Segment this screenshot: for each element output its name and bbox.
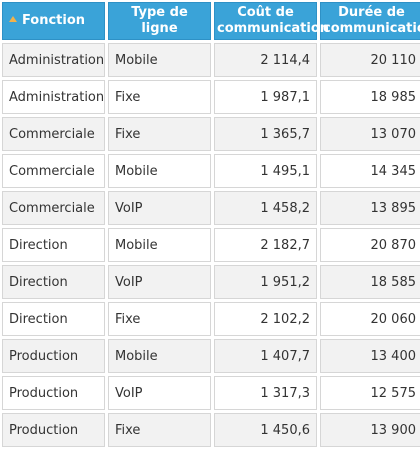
- cell-duree: 13 895: [320, 191, 420, 225]
- cell-fonction: Production: [2, 413, 105, 447]
- cell-duree: 12 575: [320, 376, 420, 410]
- table-row[interactable]: Production Fixe 1 450,6 13 900: [2, 413, 420, 447]
- column-header-label: Coût de communication: [217, 5, 330, 36]
- table-row[interactable]: Commerciale Mobile 1 495,1 14 345: [2, 154, 420, 188]
- table-row[interactable]: Direction VoIP 1 951,2 18 585: [2, 265, 420, 299]
- cell-fonction: Direction: [2, 302, 105, 336]
- cell-fonction: Commerciale: [2, 191, 105, 225]
- table-row[interactable]: Production VoIP 1 317,3 12 575: [2, 376, 420, 410]
- cell-cout: 1 987,1: [214, 80, 317, 114]
- cell-fonction: Direction: [2, 228, 105, 262]
- table-row[interactable]: Administration Fixe 1 987,1 18 985: [2, 80, 420, 114]
- cell-type: VoIP: [108, 265, 211, 299]
- cell-type: Mobile: [108, 339, 211, 373]
- column-header-fonction[interactable]: Fonction: [2, 2, 105, 40]
- cell-cout: 1 495,1: [214, 154, 317, 188]
- cell-type: Mobile: [108, 154, 211, 188]
- table-row[interactable]: Administration Mobile 2 114,4 20 110: [2, 43, 420, 77]
- cell-type: Fixe: [108, 302, 211, 336]
- table-row[interactable]: Direction Mobile 2 182,7 20 870: [2, 228, 420, 262]
- column-header-label: Type de ligne: [131, 5, 188, 36]
- table-row[interactable]: Commerciale Fixe 1 365,7 13 070: [2, 117, 420, 151]
- cell-duree: 13 400: [320, 339, 420, 373]
- cell-cout: 1 458,2: [214, 191, 317, 225]
- cell-cout: 1 450,6: [214, 413, 317, 447]
- cell-type: Fixe: [108, 117, 211, 151]
- table-row[interactable]: Production Mobile 1 407,7 13 400: [2, 339, 420, 373]
- cell-cout: 1 951,2: [214, 265, 317, 299]
- cell-cout: 2 182,7: [214, 228, 317, 262]
- cell-type: Fixe: [108, 413, 211, 447]
- table-row[interactable]: Direction Fixe 2 102,2 20 060: [2, 302, 420, 336]
- cell-duree: 20 110: [320, 43, 420, 77]
- cell-cout: 1 365,7: [214, 117, 317, 151]
- table-body: Administration Mobile 2 114,4 20 110 Adminis…: [2, 43, 420, 447]
- cell-duree: 13 070: [320, 117, 420, 151]
- cell-fonction: Commerciale: [2, 154, 105, 188]
- cell-fonction: Administration: [2, 80, 105, 114]
- cell-duree: 20 060: [320, 302, 420, 336]
- cell-type: Mobile: [108, 228, 211, 262]
- column-header-type[interactable]: Type de ligne: [108, 2, 211, 40]
- sort-ascending-icon: [9, 16, 17, 22]
- header-row: Fonction Type de ligne Coût de communica…: [2, 2, 420, 40]
- cell-fonction: Commerciale: [2, 117, 105, 151]
- cell-type: VoIP: [108, 376, 211, 410]
- table-row[interactable]: Commerciale VoIP 1 458,2 13 895: [2, 191, 420, 225]
- cell-cout: 1 317,3: [214, 376, 317, 410]
- cell-duree: 18 985: [320, 80, 420, 114]
- cell-duree: 18 585: [320, 265, 420, 299]
- column-header-duree[interactable]: Durée de communication: [320, 2, 420, 40]
- cell-duree: 13 900: [320, 413, 420, 447]
- cell-cout: 2 114,4: [214, 43, 317, 77]
- cell-duree: 14 345: [320, 154, 420, 188]
- cell-type: Fixe: [108, 80, 211, 114]
- column-header-cout[interactable]: Coût de communication: [214, 2, 329, 40]
- cell-fonction: Production: [2, 376, 105, 410]
- cell-duree: 20 870: [320, 228, 420, 262]
- column-header-label: Durée de communication: [323, 5, 420, 36]
- column-header-label: Fonction: [21, 13, 86, 28]
- cell-fonction: Direction: [2, 265, 105, 299]
- cell-fonction: Production: [2, 339, 105, 373]
- cell-cout: 1 407,7: [214, 339, 317, 373]
- cell-cout: 2 102,2: [214, 302, 317, 336]
- cell-type: Mobile: [108, 43, 211, 77]
- cell-type: VoIP: [108, 191, 211, 225]
- cell-fonction: Administration: [2, 43, 105, 77]
